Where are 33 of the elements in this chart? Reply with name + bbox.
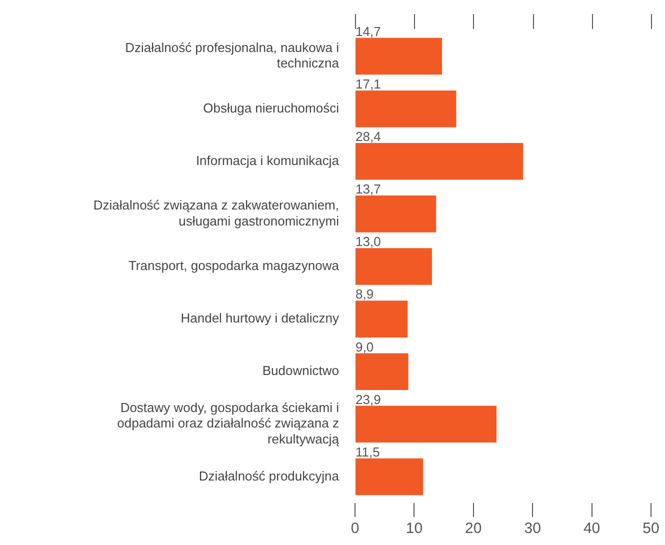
y-tick-label: Dostawy wody, gospodarka ściekami i odpadami oraz działalność związana z rekultywacją xyxy=(117,400,340,446)
data-label: 28,4 xyxy=(356,129,381,144)
x-tick-label: 0 xyxy=(350,520,360,538)
x-tick-label: 20 xyxy=(465,520,482,538)
y-tick-label: Transport, gospodarka magazynowa xyxy=(128,258,340,274)
y-tick-label: Informacja i komunikacja xyxy=(196,152,340,168)
bar xyxy=(356,38,442,75)
y-tick-label: Działalność produkcyjna xyxy=(198,468,340,484)
y-tick-label: Działalność profesjonalna, naukowa i techniczna xyxy=(125,40,340,71)
data-label: 13,7 xyxy=(356,182,381,197)
bar xyxy=(356,196,436,232)
y-tick-label: Budownictwo xyxy=(262,363,339,378)
data-label: 9,0 xyxy=(356,339,374,354)
data-label: 13,0 xyxy=(356,234,381,250)
bar xyxy=(356,300,408,338)
y-tick-label: Obsługa nieruchomości xyxy=(203,100,340,116)
bar xyxy=(356,248,432,285)
data-label: 17,1 xyxy=(356,76,381,92)
x-tick-label: 10 xyxy=(406,520,423,538)
bar xyxy=(356,142,524,180)
x-tick-label: 50 xyxy=(642,520,660,538)
bar xyxy=(356,353,408,390)
bar xyxy=(356,90,456,128)
data-label: 14,7 xyxy=(356,24,381,39)
x-tick-label: 30 xyxy=(524,520,541,538)
y-tick-label: Działalność związana z zakwaterowaniem, usługami gastronomicznymi xyxy=(93,198,340,228)
data-label: 23,9 xyxy=(356,392,381,407)
y-tick-label: Handel hurtowy i detaliczny xyxy=(180,310,340,326)
bar xyxy=(356,458,424,496)
data-label: 8,9 xyxy=(356,286,374,302)
data-label: 11,5 xyxy=(356,444,380,460)
x-tick-label: 40 xyxy=(583,520,600,538)
bar xyxy=(356,406,496,443)
